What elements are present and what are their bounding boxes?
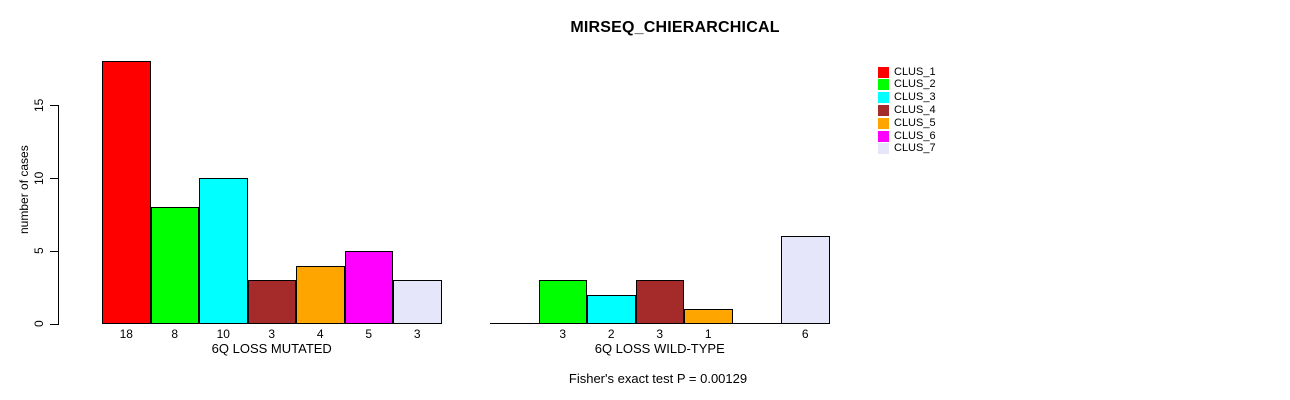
legend-swatch	[878, 130, 889, 142]
y-axis-tick	[50, 178, 58, 179]
legend-swatch	[878, 66, 889, 78]
bar-value-label: 8	[171, 327, 179, 341]
bar-value-label: 1	[704, 327, 712, 341]
bar-value-label: 2	[607, 327, 615, 341]
bar-clus_5	[296, 265, 345, 324]
y-axis-tick	[50, 105, 58, 106]
legend-label: CLUS_7	[894, 142, 936, 155]
y-tick-label: 0	[32, 320, 46, 328]
x-group-label: 6Q LOSS WILD-TYPE	[594, 341, 725, 356]
legend-label: CLUS_4	[894, 103, 936, 116]
legend-label: CLUS_6	[894, 129, 936, 142]
legend-label: CLUS_2	[894, 78, 936, 91]
legend-label: CLUS_5	[894, 116, 936, 129]
y-axis-line	[58, 105, 59, 325]
bar-clus_4	[635, 280, 684, 324]
bar-value-label: 6	[801, 327, 809, 341]
legend-swatch	[878, 117, 889, 129]
y-axis-tick	[50, 324, 58, 325]
bar-value-label: 3	[656, 327, 664, 341]
x-group-label: 6Q LOSS MUTATED	[211, 341, 332, 356]
y-axis-tick	[50, 251, 58, 252]
bar-clus_2	[538, 280, 587, 324]
bar-value-label: 3	[413, 327, 421, 341]
bar-clus_6	[344, 251, 393, 324]
bar-clus_5	[684, 309, 733, 324]
bar-value-label: 18	[119, 327, 133, 341]
bar-clus_1	[102, 61, 151, 324]
legend-label: CLUS_1	[894, 65, 936, 78]
legend-swatch	[878, 79, 889, 91]
bar-clus_2	[150, 207, 199, 324]
bar-clus_7	[781, 236, 830, 324]
bar-clus_7	[393, 280, 442, 324]
legend-swatch	[878, 104, 889, 116]
bar-value-label: 5	[365, 327, 373, 341]
y-tick-label: 5	[32, 247, 46, 255]
bar-clus_4	[247, 280, 296, 324]
legend-label: CLUS_3	[894, 91, 936, 104]
y-tick-label: 10	[32, 171, 46, 185]
bar-value-label: 3	[268, 327, 276, 341]
bar-value-label: 3	[559, 327, 567, 341]
bar-clus_3	[587, 294, 636, 324]
chart-title: MIRSEQ_CHIERARCHICAL	[570, 19, 780, 36]
bar-value-label: 10	[216, 327, 230, 341]
y-tick-label: 15	[32, 98, 46, 112]
bar-clus_3	[199, 178, 248, 324]
annotation-text: Fisher's exact test P = 0.00129	[568, 371, 748, 386]
legend-swatch	[878, 143, 889, 155]
legend-swatch	[878, 92, 889, 104]
bar-value-label: 4	[316, 327, 324, 341]
